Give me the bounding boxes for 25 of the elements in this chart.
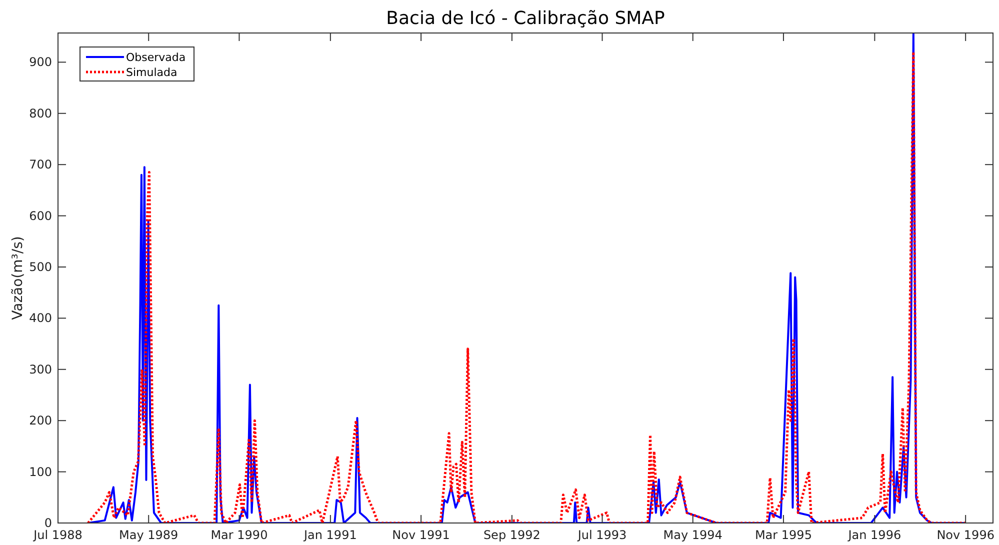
y-tick-label: 700: [29, 158, 52, 172]
legend-label: Observada: [126, 51, 186, 64]
y-tick-label: 400: [29, 311, 52, 326]
y-tick-label: 500: [29, 260, 52, 274]
x-tick-label: May 1994: [663, 528, 722, 542]
x-tick-label: Jul 1993: [576, 528, 627, 542]
y-tick-label: 100: [29, 464, 52, 479]
legend-label: Simulada: [126, 66, 178, 79]
x-tick-label: Jan 1991: [302, 528, 357, 542]
x-tick-label: Nov 1996: [936, 528, 994, 542]
x-tick-label: Sep 1992: [483, 528, 540, 542]
x-tick-label: Mar 1995: [754, 528, 812, 542]
y-tick-label: 300: [29, 362, 52, 376]
x-tick-label: Mar 1990: [210, 528, 268, 542]
chart-title: Bacia de Icó - Calibração SMAP: [386, 8, 665, 29]
y-axis-title: Vazão(m³/s): [10, 236, 26, 320]
x-tick-label: Jan 1996: [847, 528, 902, 542]
x-tick-label: Jul 1988: [32, 528, 82, 542]
x-tick-label: Nov 1991: [392, 528, 450, 542]
y-tick-label: 0: [44, 516, 52, 530]
y-tick-label: 200: [29, 414, 52, 428]
x-tick-label: May 1989: [119, 528, 178, 542]
y-tick-label: 600: [29, 208, 52, 223]
y-tick-label: 800: [29, 106, 52, 120]
y-tick-label: 900: [29, 55, 52, 70]
